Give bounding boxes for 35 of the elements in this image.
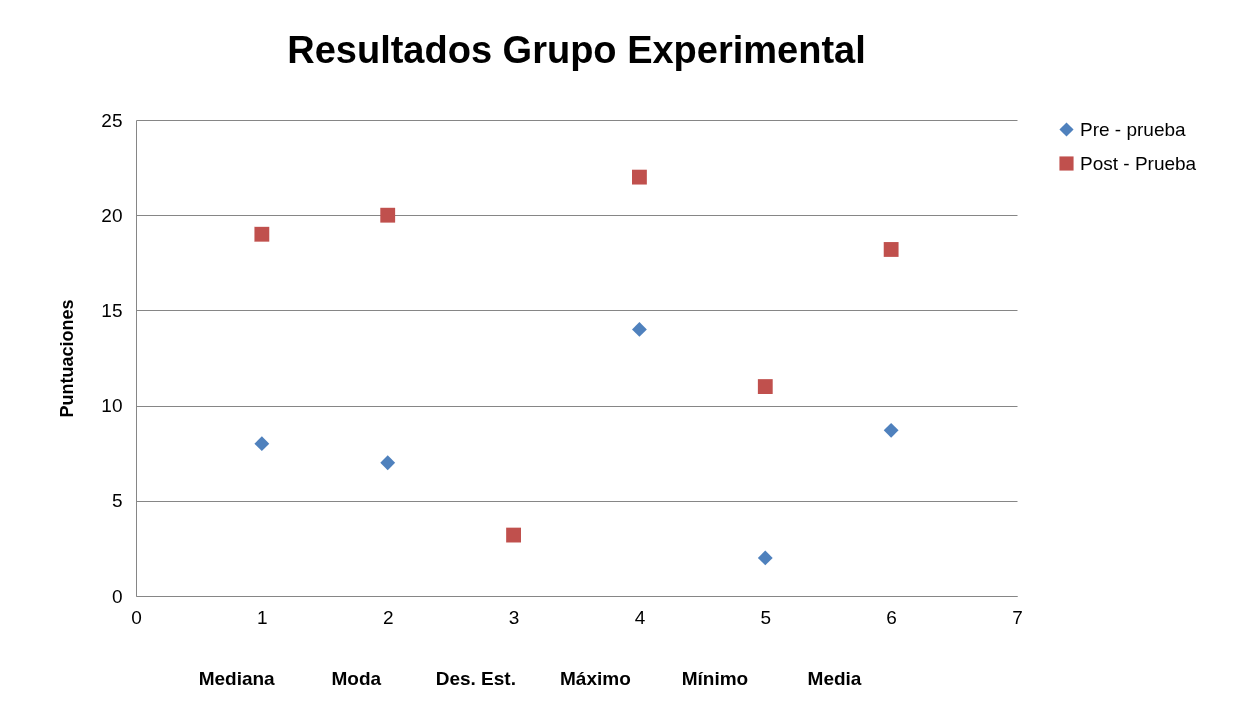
point (883, 242, 899, 257)
chart-title: Resultados Grupo Experimental (287, 29, 866, 71)
legend-label: Post - Prueba (1080, 152, 1197, 174)
x-tick-label: 1 (257, 606, 268, 628)
text: Des. Est. (435, 668, 516, 689)
x-tick-label: 4 (634, 606, 646, 628)
y-tick-label: 0 (111, 585, 123, 607)
point (380, 455, 396, 471)
y-tick-label: 10 (101, 395, 123, 417)
x-tick-label: 5 (760, 606, 772, 628)
x-tick-label: 3 (508, 606, 520, 628)
text: Moda (331, 668, 382, 689)
point (380, 207, 396, 223)
y-tick-label: 5 (111, 490, 123, 512)
text: Media (807, 668, 862, 689)
x-tick-label: 0 (131, 606, 142, 628)
text: Mínimo (681, 668, 749, 689)
point (757, 550, 773, 566)
point (883, 422, 899, 438)
point (757, 379, 773, 394)
point (632, 322, 647, 337)
text: Máximo (560, 668, 631, 689)
y-tick-label: 15 (101, 299, 123, 321)
x-tick-label: 7 (1012, 606, 1023, 628)
point (506, 527, 521, 543)
text: Mediana (198, 668, 276, 689)
point (632, 169, 647, 185)
y-axis-title: Puntuaciones (57, 299, 78, 418)
y-tick-label: 25 (101, 109, 123, 131)
y-tick-label: 20 (101, 204, 123, 226)
point (254, 226, 270, 242)
x-tick-label: 6 (886, 606, 897, 628)
point (254, 436, 270, 452)
x-tick-label: 2 (382, 606, 394, 628)
legend-label: Pre - prueba (1080, 118, 1187, 140)
